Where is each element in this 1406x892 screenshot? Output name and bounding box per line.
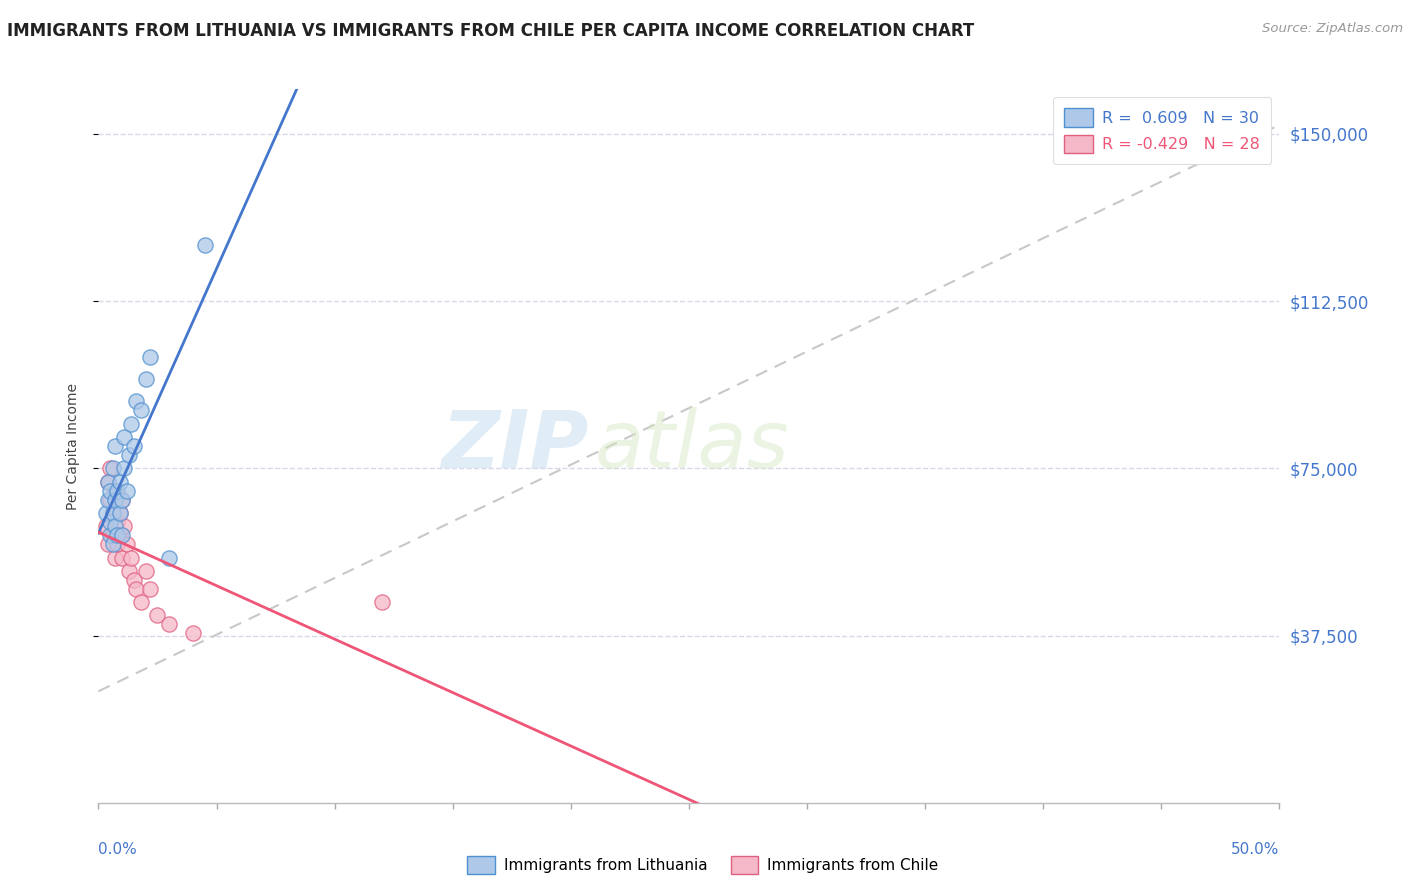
Point: [125, 394, 148, 409]
Point: [118, 448, 141, 462]
Point: [105, 483, 128, 498]
Point: [111, 492, 134, 507]
Point: [129, 403, 152, 417]
Text: atlas: atlas: [595, 407, 789, 485]
Point: [111, 528, 134, 542]
Point: [146, 608, 169, 623]
Point: [104, 483, 127, 498]
Point: [108, 528, 131, 542]
Text: 0.0%: 0.0%: [98, 842, 138, 857]
Point: [101, 506, 124, 520]
Point: [157, 550, 180, 565]
Point: [194, 238, 217, 252]
Text: Source: ZipAtlas.com: Source: ZipAtlas.com: [1263, 22, 1403, 36]
Point: [112, 430, 135, 444]
Point: [98, 483, 121, 498]
Point: [94, 506, 117, 520]
Point: [97, 475, 120, 489]
Point: [115, 537, 138, 551]
Legend: R =  0.609   N = 30, R = -0.429   N = 28: R = 0.609 N = 30, R = -0.429 N = 28: [1053, 97, 1271, 164]
Y-axis label: Per Capita Income: Per Capita Income: [66, 383, 80, 509]
Point: [104, 550, 127, 565]
Point: [101, 537, 124, 551]
Point: [105, 515, 128, 529]
Point: [97, 475, 120, 489]
Point: [135, 372, 157, 386]
Text: IMMIGRANTS FROM LITHUANIA VS IMMIGRANTS FROM CHILE PER CAPITA INCOME CORRELATION: IMMIGRANTS FROM LITHUANIA VS IMMIGRANTS …: [7, 22, 974, 40]
Point: [129, 595, 152, 609]
Point: [97, 492, 120, 507]
Point: [108, 506, 131, 520]
Point: [108, 506, 131, 520]
Point: [118, 564, 141, 578]
Point: [104, 519, 127, 533]
Point: [101, 461, 124, 475]
Point: [111, 550, 134, 565]
Point: [108, 475, 131, 489]
Text: 50.0%: 50.0%: [1232, 842, 1279, 857]
Point: [125, 582, 148, 596]
Point: [139, 582, 162, 596]
Point: [122, 439, 145, 453]
Point: [121, 417, 143, 431]
Point: [122, 573, 145, 587]
Point: [101, 528, 124, 542]
Point: [121, 550, 143, 565]
Point: [111, 492, 134, 507]
Point: [157, 617, 180, 632]
Point: [139, 350, 162, 364]
Point: [94, 519, 117, 533]
Legend: Immigrants from Lithuania, Immigrants from Chile: Immigrants from Lithuania, Immigrants fr…: [461, 850, 945, 880]
Point: [105, 528, 128, 542]
Point: [112, 519, 135, 533]
Point: [112, 461, 135, 475]
Text: ZIP: ZIP: [441, 407, 589, 485]
Point: [97, 537, 120, 551]
Point: [181, 626, 204, 640]
Point: [101, 506, 124, 520]
Point: [98, 528, 121, 542]
Point: [98, 461, 121, 475]
Point: [371, 595, 394, 609]
Point: [104, 439, 127, 453]
Point: [104, 492, 127, 507]
Point: [115, 483, 138, 498]
Point: [105, 537, 128, 551]
Point: [98, 492, 121, 507]
Point: [135, 564, 157, 578]
Point: [98, 515, 121, 529]
